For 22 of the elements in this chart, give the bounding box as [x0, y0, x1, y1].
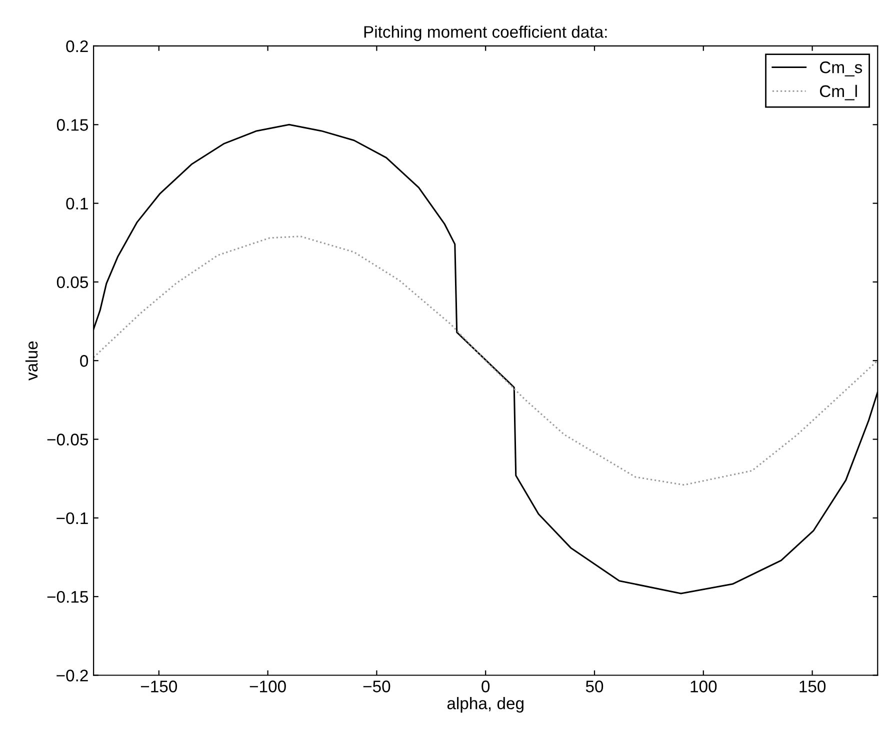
x-tick-label: −100 [250, 680, 286, 692]
y-tick-label: 0.15 [56, 119, 88, 131]
y-tick-label: −0.2 [56, 670, 88, 682]
y-tick-label: 0.1 [66, 198, 88, 210]
x-tick-label: −150 [140, 680, 178, 692]
chart-title: Pitching moment coefficient data: [364, 26, 607, 42]
y-tick-label: 0.2 [66, 40, 88, 52]
x-tick-label: 150 [800, 680, 826, 692]
legend-label: Cm_l [820, 84, 857, 100]
line-series [94, 236, 878, 486]
y-tick-label: −0.05 [47, 434, 88, 446]
y-tick-label: −0.1 [56, 512, 88, 524]
legend-label: Cm_s [820, 61, 862, 76]
x-tick-label: 50 [586, 680, 604, 692]
x-tick-label: 100 [690, 680, 717, 692]
x-tick-label: 0 [482, 680, 490, 692]
y-tick-label: 0.05 [56, 276, 88, 288]
x-axis-title: alpha, deg [447, 697, 524, 713]
y-tick-label: 0 [80, 355, 88, 367]
y-axis-title: value [25, 341, 38, 380]
x-tick-label: −50 [363, 680, 390, 692]
y-tick-label: −0.15 [47, 590, 88, 603]
